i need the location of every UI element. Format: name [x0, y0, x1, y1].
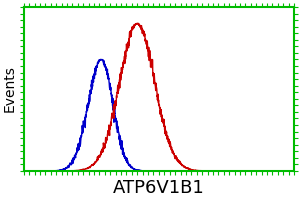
X-axis label: ATP6V1B1: ATP6V1B1 — [113, 179, 205, 197]
Y-axis label: Events: Events — [3, 65, 17, 112]
